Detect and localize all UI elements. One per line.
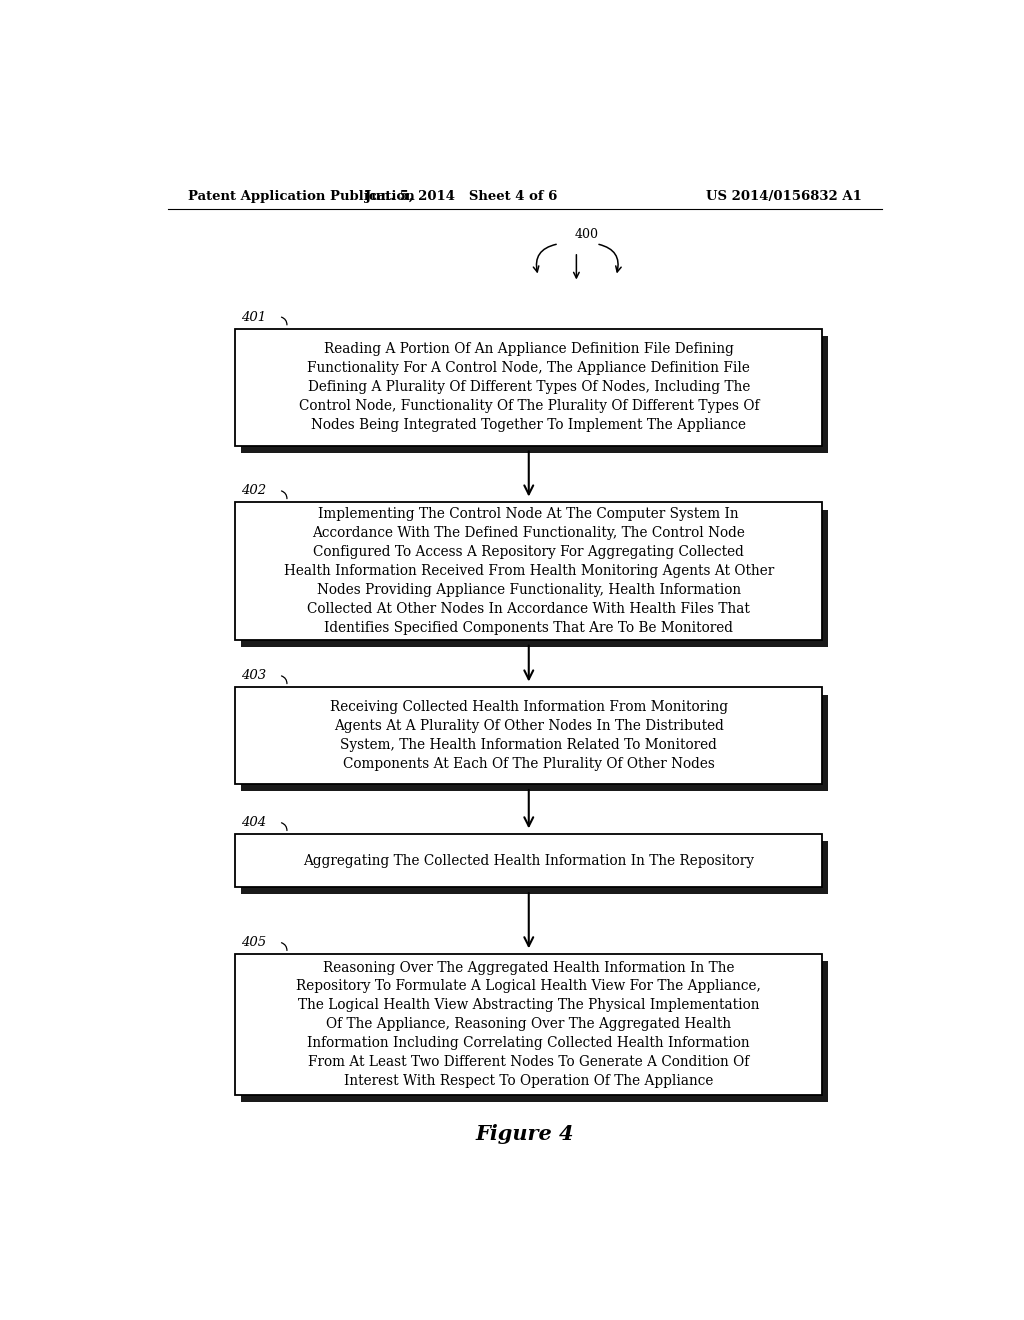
Text: Figure 4: Figure 4 <box>475 1125 574 1144</box>
Bar <box>241 961 828 1102</box>
Text: Aggregating The Collected Health Information In The Repository: Aggregating The Collected Health Informa… <box>303 854 755 867</box>
Text: Reading A Portion Of An Appliance Definition File Defining
Functionality For A C: Reading A Portion Of An Appliance Defini… <box>299 342 759 432</box>
Bar <box>241 694 828 791</box>
Bar <box>236 503 822 640</box>
Text: 404: 404 <box>242 816 266 829</box>
Text: Implementing The Control Node At The Computer System In
Accordance With The Defi: Implementing The Control Node At The Com… <box>284 507 774 635</box>
Text: Jun. 5, 2014   Sheet 4 of 6: Jun. 5, 2014 Sheet 4 of 6 <box>366 190 557 202</box>
Text: 405: 405 <box>242 936 266 949</box>
Text: Patent Application Publication: Patent Application Publication <box>187 190 415 202</box>
Bar <box>236 954 822 1094</box>
Bar <box>241 510 828 647</box>
Text: Receiving Collected Health Information From Monitoring
Agents At A Plurality Of : Receiving Collected Health Information F… <box>330 701 728 771</box>
Bar <box>241 335 828 453</box>
Text: 402: 402 <box>242 484 266 498</box>
Text: US 2014/0156832 A1: US 2014/0156832 A1 <box>707 190 862 202</box>
Bar <box>236 329 822 446</box>
Bar <box>241 841 828 894</box>
Text: Reasoning Over The Aggregated Health Information In The
Repository To Formulate : Reasoning Over The Aggregated Health Inf… <box>296 961 761 1088</box>
Text: 403: 403 <box>242 669 266 682</box>
Text: 401: 401 <box>242 310 266 323</box>
Text: 400: 400 <box>574 228 599 240</box>
Bar <box>236 688 822 784</box>
Bar <box>236 834 822 887</box>
